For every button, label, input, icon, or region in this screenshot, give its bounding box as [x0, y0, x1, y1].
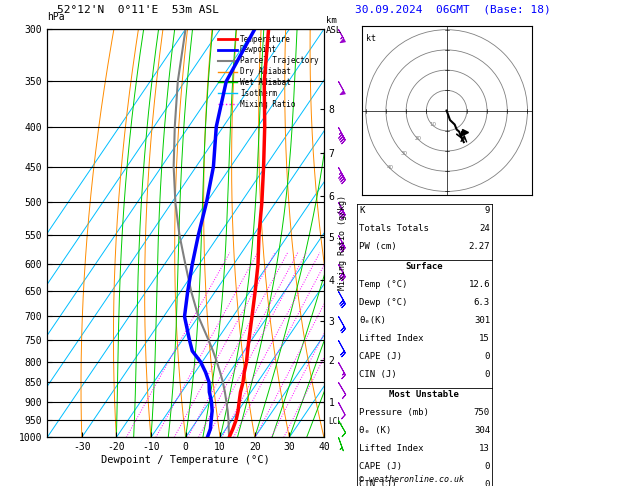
- Text: 0: 0: [484, 370, 490, 379]
- Text: 304: 304: [474, 426, 490, 435]
- Text: 0: 0: [484, 352, 490, 361]
- Text: 30: 30: [401, 151, 408, 156]
- Text: 0: 0: [484, 480, 490, 486]
- Text: 20: 20: [415, 137, 422, 141]
- Text: 8: 8: [220, 437, 224, 443]
- Text: θₑ (K): θₑ (K): [359, 426, 391, 435]
- Text: 2: 2: [153, 437, 158, 443]
- Text: CIN (J): CIN (J): [359, 370, 397, 379]
- Text: 52°12'N  0°11'E  53m ASL: 52°12'N 0°11'E 53m ASL: [57, 4, 220, 15]
- Text: Mixing Ratio (g/kg): Mixing Ratio (g/kg): [338, 195, 347, 291]
- Text: PW (cm): PW (cm): [359, 242, 397, 251]
- Text: CAPE (J): CAPE (J): [359, 352, 402, 361]
- Text: 750: 750: [474, 408, 490, 417]
- X-axis label: Dewpoint / Temperature (°C): Dewpoint / Temperature (°C): [101, 455, 270, 465]
- Text: LCL: LCL: [328, 417, 342, 426]
- Text: 5: 5: [196, 437, 201, 443]
- Text: Pressure (mb): Pressure (mb): [359, 408, 429, 417]
- Text: Surface: Surface: [406, 262, 443, 271]
- Text: 30.09.2024  06GMT  (Base: 18): 30.09.2024 06GMT (Base: 18): [355, 4, 551, 15]
- Text: Lifted Index: Lifted Index: [359, 444, 424, 453]
- Text: 301: 301: [474, 316, 490, 325]
- Text: 4: 4: [186, 437, 190, 443]
- Text: 15: 15: [251, 437, 260, 443]
- Text: 1: 1: [124, 437, 128, 443]
- Text: 24: 24: [479, 224, 490, 233]
- Text: Lifted Index: Lifted Index: [359, 334, 424, 343]
- Text: 10: 10: [429, 122, 436, 127]
- Text: θₑ(K): θₑ(K): [359, 316, 386, 325]
- Text: 9: 9: [484, 206, 490, 215]
- Text: 40: 40: [386, 165, 394, 170]
- Text: CIN (J): CIN (J): [359, 480, 397, 486]
- Text: 15: 15: [479, 334, 490, 343]
- Legend: Temperature, Dewpoint, Parcel Trajectory, Dry Adiabat, Wet Adiabat, Isotherm, Mi: Temperature, Dewpoint, Parcel Trajectory…: [216, 33, 320, 110]
- Text: hPa: hPa: [47, 12, 65, 22]
- Text: 0: 0: [484, 462, 490, 471]
- Text: 6.3: 6.3: [474, 298, 490, 307]
- Text: 12.6: 12.6: [469, 280, 490, 289]
- Text: K: K: [359, 206, 365, 215]
- Text: 20: 20: [267, 437, 276, 443]
- Text: Dewp (°C): Dewp (°C): [359, 298, 408, 307]
- Text: 10: 10: [229, 437, 238, 443]
- Text: Totals Totals: Totals Totals: [359, 224, 429, 233]
- Text: km
ASL: km ASL: [326, 16, 342, 35]
- Text: 2.27: 2.27: [469, 242, 490, 251]
- Text: CAPE (J): CAPE (J): [359, 462, 402, 471]
- Text: 13: 13: [479, 444, 490, 453]
- Text: 25: 25: [279, 437, 288, 443]
- Text: Most Unstable: Most Unstable: [389, 390, 459, 399]
- Text: Temp (°C): Temp (°C): [359, 280, 408, 289]
- Text: kt: kt: [365, 34, 376, 43]
- Text: 3: 3: [172, 437, 177, 443]
- Text: © weatheronline.co.uk: © weatheronline.co.uk: [359, 474, 464, 484]
- Text: 6: 6: [205, 437, 209, 443]
